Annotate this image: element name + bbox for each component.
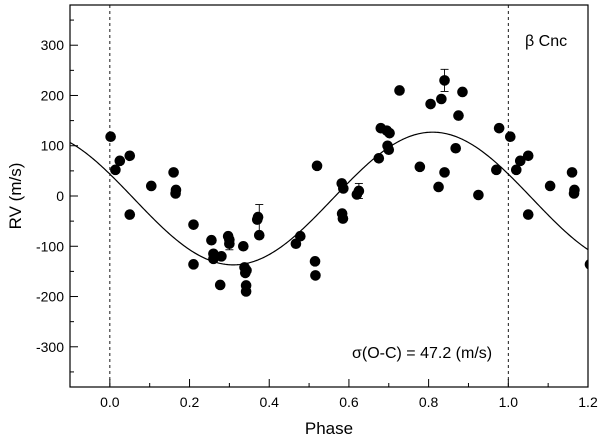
data-point <box>337 213 349 224</box>
data-point <box>124 209 136 220</box>
data-point <box>473 189 484 201</box>
minor-ticks <box>69 19 549 387</box>
data-point <box>208 253 219 265</box>
y-tick-label: 200 <box>41 87 65 103</box>
x-tick-label: 0.8 <box>419 394 439 410</box>
data-point <box>240 286 252 297</box>
data-point <box>425 98 436 110</box>
data-point <box>433 181 444 193</box>
star-name-label: β Cnc <box>525 33 567 50</box>
y-tick-labels: -300 -200 -100 0 100 200 300 <box>36 37 64 355</box>
data-point <box>188 259 199 270</box>
data-point <box>439 167 450 178</box>
data-point <box>168 167 179 178</box>
fit-curve-layer <box>70 131 588 266</box>
data-point <box>491 164 502 176</box>
data-point <box>124 150 136 162</box>
data-point <box>309 256 321 267</box>
data-point <box>457 86 468 98</box>
y-tick-label: -100 <box>36 238 64 254</box>
data-point <box>514 155 526 167</box>
x-tick-label: 1.2 <box>578 394 598 410</box>
data-point <box>450 142 462 154</box>
data-point <box>241 265 252 276</box>
data-point <box>394 85 405 96</box>
x-tick-label: 0.2 <box>180 394 200 410</box>
x-tick-label: 0.0 <box>100 394 120 410</box>
data-point <box>105 131 116 142</box>
data-point <box>383 144 395 156</box>
data-point <box>584 259 588 270</box>
data-point <box>384 127 395 139</box>
data-point <box>414 161 426 173</box>
data-point <box>453 110 464 121</box>
data-point <box>566 167 578 178</box>
data-point <box>310 270 321 281</box>
x-tick-label: 1.0 <box>499 394 519 410</box>
data-point <box>188 219 199 230</box>
data-point <box>544 180 556 192</box>
sigma-annotation: σ(O-C) = 47.2 (m/s) <box>352 345 492 362</box>
plot-frame <box>69 4 589 388</box>
data-point <box>505 131 516 142</box>
y-axis-title: RV (m/s) <box>6 163 25 230</box>
data-point <box>252 211 264 223</box>
major-ticks <box>70 44 589 387</box>
data-points <box>105 75 588 297</box>
data-point <box>439 75 450 86</box>
data-point <box>145 180 157 192</box>
y-tick-label: -300 <box>36 339 64 355</box>
data-point <box>353 185 365 197</box>
data-point <box>110 164 121 176</box>
phase-boundary-lines <box>109 5 509 387</box>
data-point <box>522 150 534 162</box>
y-tick-label: 100 <box>41 138 65 154</box>
data-point <box>311 160 323 172</box>
data-point <box>224 234 235 246</box>
x-tick-label: 0.6 <box>339 394 359 410</box>
x-tick-label: 0.4 <box>259 394 279 410</box>
data-point <box>373 153 385 164</box>
data-point <box>206 234 217 246</box>
y-tick-label: 0 <box>56 188 64 204</box>
y-tick-label: 300 <box>41 37 65 53</box>
data-point <box>216 251 227 262</box>
data-point <box>510 164 522 176</box>
data-point <box>493 122 505 134</box>
data-point <box>569 184 580 196</box>
data-point <box>238 240 249 252</box>
data-point <box>114 155 126 167</box>
x-axis-title: Phase <box>305 419 353 438</box>
data-point <box>253 229 265 241</box>
data-point <box>170 184 182 196</box>
data-point <box>338 183 349 194</box>
data-point <box>214 279 226 291</box>
x-tick-labels: 0.0 0.2 0.4 0.6 0.8 1.0 1.2 <box>100 394 598 410</box>
y-tick-label: -200 <box>36 289 64 305</box>
data-point <box>295 230 306 242</box>
data-point <box>436 93 447 105</box>
fit-curve <box>70 131 588 266</box>
data-point <box>522 209 534 220</box>
